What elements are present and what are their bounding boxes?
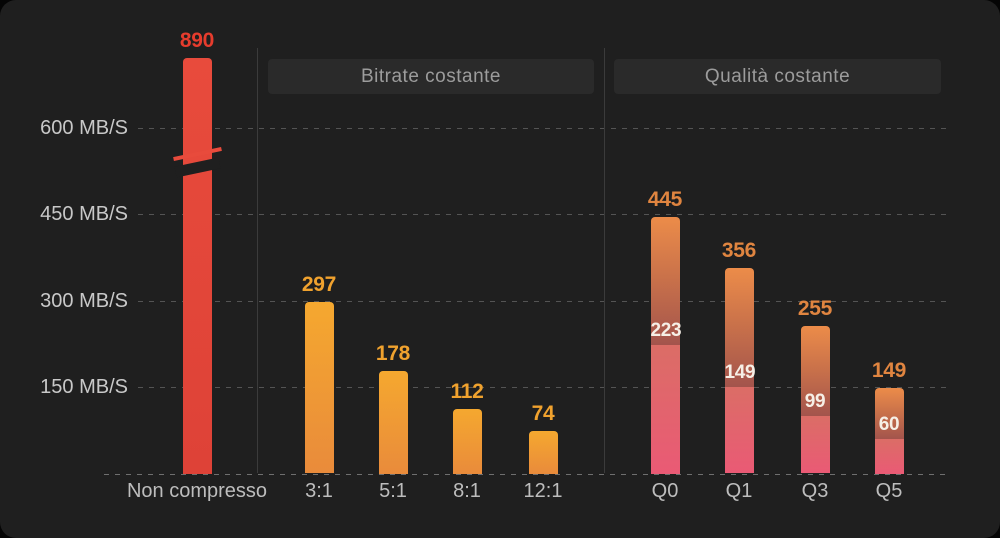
bar-value-label: 255 [797, 297, 833, 320]
bar-value-label: 445 [647, 188, 683, 211]
grid-line [138, 128, 950, 129]
y-axis-label: 150 MB/S [40, 376, 128, 398]
x-tick-label: 8:1 [453, 480, 481, 502]
bar-lower-segment [724, 387, 754, 473]
bar-q0: 223 [650, 217, 682, 474]
y-axis-label: 300 MB/S [40, 290, 128, 312]
bar-value-label: 297 [301, 273, 337, 296]
bar-5-1 [378, 371, 408, 474]
bar-sub-value-label: 99 [804, 391, 826, 412]
x-tick-label: Non compresso [126, 480, 268, 502]
bar-value-label: 356 [721, 239, 757, 262]
x-axis-baseline [104, 474, 950, 475]
y-axis-label: 600 MB/S [40, 117, 128, 139]
bar-upper-segment: 99 [800, 326, 830, 416]
bar-lower-segment [650, 345, 680, 474]
bar-non-compresso [172, 58, 222, 474]
bar-value-label: 178 [375, 342, 411, 365]
bar-upper-segment: 149 [724, 268, 756, 387]
axis-break-gap [173, 157, 221, 178]
bar-sub-value-label: 149 [724, 362, 756, 383]
section-header-quality: Qualità costante [614, 59, 941, 94]
bar-sub-value-label: 60 [878, 414, 900, 435]
group-divider [257, 48, 258, 473]
bar-lower-segment [800, 416, 830, 473]
section-header-bitrate: Bitrate costante [268, 59, 594, 94]
x-tick-label: Q5 [875, 480, 903, 502]
bar-value-label: 74 [531, 402, 555, 425]
x-tick-label: Q1 [725, 480, 753, 502]
bar-q5: 60 [874, 388, 904, 474]
y-axis-label: 450 MB/S [40, 203, 128, 225]
group-divider [604, 48, 605, 473]
bar-upper-segment: 223 [650, 217, 682, 345]
bar-q1: 149 [724, 268, 756, 473]
bar-q3: 99 [800, 326, 830, 473]
bar-sub-value-label: 223 [650, 320, 682, 341]
bar-8-1 [452, 409, 482, 474]
x-tick-label: Q0 [651, 480, 679, 502]
grid-line [138, 387, 950, 388]
bar-upper-segment: 60 [874, 388, 904, 439]
grid-line [138, 214, 950, 215]
x-tick-label: 12:1 [523, 480, 563, 502]
x-tick-label: 3:1 [305, 480, 333, 502]
bar-lower-segment [874, 439, 904, 474]
bar-value-label: 149 [871, 359, 907, 382]
x-tick-label: Q3 [801, 480, 829, 502]
bar-value-label: 890 [179, 29, 215, 52]
bar-3-1 [304, 302, 334, 473]
x-tick-label: 5:1 [379, 480, 407, 502]
bar-12-1 [528, 431, 558, 474]
bar-value-label: 112 [450, 380, 484, 403]
grid-line [138, 301, 950, 302]
